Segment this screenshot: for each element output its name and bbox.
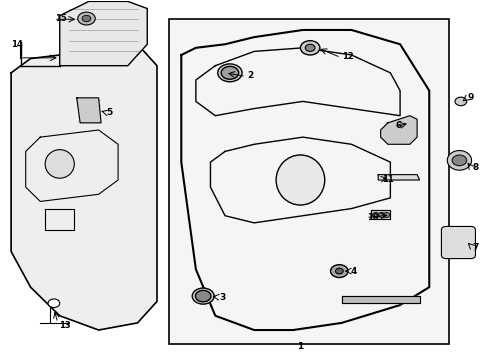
Text: 14: 14 [11, 40, 23, 49]
Text: 1: 1 [297, 342, 303, 351]
Ellipse shape [45, 150, 74, 178]
FancyBboxPatch shape [441, 226, 474, 258]
Text: 7: 7 [471, 243, 477, 252]
Circle shape [305, 44, 314, 51]
Polygon shape [60, 1, 147, 66]
Polygon shape [11, 44, 157, 330]
Ellipse shape [217, 64, 242, 82]
Circle shape [330, 265, 347, 278]
Text: 2: 2 [246, 71, 253, 80]
Text: 9: 9 [466, 93, 472, 102]
Circle shape [451, 155, 466, 166]
Polygon shape [370, 210, 389, 219]
Circle shape [82, 15, 91, 22]
Text: 12: 12 [341, 52, 353, 61]
Ellipse shape [276, 155, 324, 205]
Ellipse shape [192, 288, 214, 304]
Polygon shape [380, 116, 416, 144]
Circle shape [195, 291, 210, 302]
Bar [169, 19, 448, 344]
Circle shape [78, 12, 95, 25]
Text: 3: 3 [219, 293, 225, 302]
Text: 15: 15 [55, 14, 66, 23]
Polygon shape [77, 98, 101, 123]
Polygon shape [377, 175, 419, 180]
Circle shape [454, 97, 466, 106]
Circle shape [372, 212, 378, 217]
Circle shape [48, 299, 60, 307]
Text: 4: 4 [350, 267, 356, 276]
Circle shape [221, 66, 238, 79]
Ellipse shape [447, 150, 470, 170]
Text: 10: 10 [366, 213, 378, 222]
Text: 13: 13 [59, 321, 70, 330]
Text: 6: 6 [394, 121, 401, 130]
Text: 5: 5 [106, 108, 112, 117]
Circle shape [377, 212, 384, 217]
Circle shape [300, 41, 319, 55]
Text: 11: 11 [381, 175, 392, 184]
Text: 8: 8 [471, 163, 477, 172]
Polygon shape [341, 296, 419, 303]
Circle shape [335, 268, 343, 274]
Circle shape [382, 212, 389, 217]
